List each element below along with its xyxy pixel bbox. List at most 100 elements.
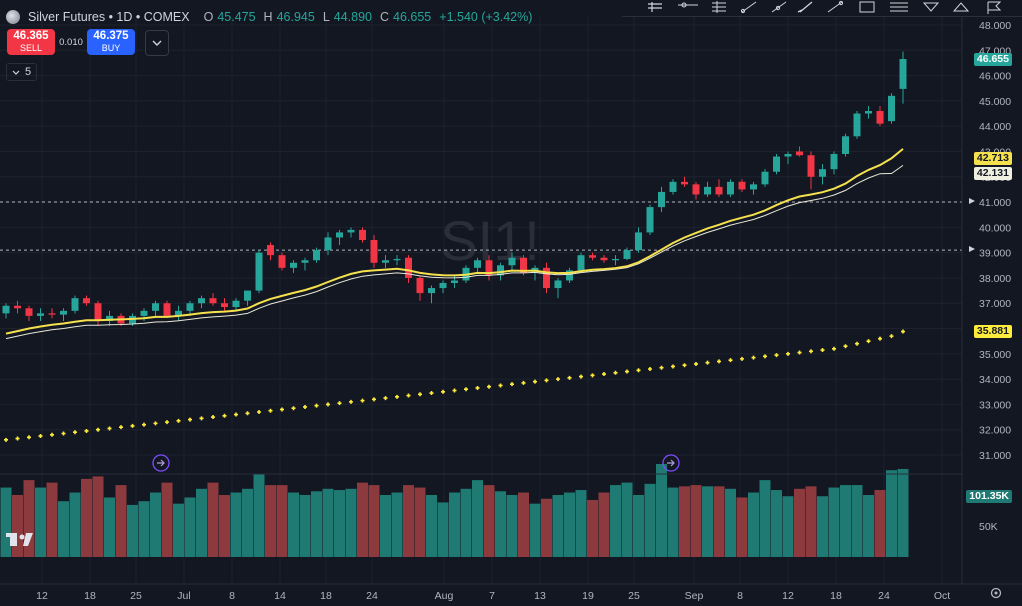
volume-bar [725, 488, 736, 557]
price-tick-label: 37.000 [979, 298, 1011, 310]
dot-marker [521, 380, 526, 385]
dot-marker [901, 329, 905, 334]
candle-body [175, 310, 182, 316]
arrow-line-icon[interactable] [827, 0, 844, 13]
chevron-down-icon [152, 40, 162, 46]
dot-marker [774, 353, 779, 358]
dot-marker [740, 356, 744, 361]
price-axis[interactable]: 48.00047.00046.00045.00044.00043.00042.0… [979, 20, 1011, 533]
event-marker-icon[interactable] [152, 454, 170, 472]
volume-bar [230, 492, 242, 557]
price-tick-label: 41.000 [979, 197, 1011, 209]
trend-line-icon[interactable] [740, 1, 757, 14]
indicators-toggle[interactable]: 5 [6, 63, 38, 81]
dot-marker [222, 413, 227, 418]
buy-button[interactable]: 46.375 BUY [87, 29, 135, 55]
volume-bar [253, 473, 265, 557]
flag-icon[interactable] [987, 1, 1002, 14]
volume-bar [150, 492, 161, 557]
trade-panel: 46.365 SELL 0.010 46.375 BUY [7, 29, 135, 55]
dot-marker [567, 375, 572, 380]
event-marker-icon[interactable] [662, 454, 680, 472]
candle-body [428, 288, 435, 294]
candle-body [60, 310, 67, 315]
volume-bars [0, 464, 909, 557]
dot-marker [153, 421, 158, 426]
gear-icon[interactable] [990, 587, 1002, 599]
candle-body [83, 298, 90, 304]
candlesticks [2, 51, 907, 326]
volume-tick-label: 50K [979, 521, 998, 533]
high-value: 46.945 [276, 10, 315, 24]
dot-marker [395, 394, 399, 399]
silver-logo-icon [6, 10, 20, 24]
ray-icon[interactable] [771, 1, 787, 13]
chevron-down-icon [12, 70, 20, 75]
dot-marker [556, 377, 560, 382]
symbol-title[interactable]: Silver Futures • 1D • COMEX [28, 10, 190, 24]
time-tick-label: 12 [36, 590, 48, 602]
tv-logo[interactable] [6, 533, 33, 546]
text-lines-icon[interactable] [890, 2, 908, 12]
sell-button[interactable]: 46.365 SELL [7, 29, 55, 55]
candle-body [715, 186, 723, 195]
fib-icon[interactable] [712, 1, 726, 13]
volume-bar [713, 486, 725, 557]
dot-marker [786, 351, 790, 356]
candle-body [198, 298, 205, 304]
volume-bar [242, 488, 253, 557]
settings-gear[interactable] [990, 587, 1002, 599]
time-tick-label: 24 [366, 590, 378, 602]
candle-body [474, 260, 481, 268]
candle-body [692, 184, 700, 195]
pitchfork-icon[interactable] [648, 2, 662, 12]
triangle-right-icon[interactable] [969, 198, 975, 204]
dot-marker [383, 396, 388, 401]
time-tick-label: 24 [878, 590, 890, 602]
volume-bar [368, 485, 380, 557]
candle-body [48, 313, 56, 315]
arrow-down-icon[interactable] [922, 2, 940, 12]
dot-marker [337, 401, 342, 406]
candle-body [416, 277, 424, 294]
candle-body [313, 250, 320, 261]
time-tick-label: 8 [737, 590, 743, 602]
candle-body [324, 237, 332, 251]
candle-body [704, 186, 711, 195]
volume-bar [483, 485, 495, 557]
buy-price: 46.375 [93, 30, 129, 42]
dot-marker [130, 423, 135, 428]
volume-bar [127, 504, 138, 557]
volume-bar [541, 498, 552, 557]
candle-body [612, 258, 619, 261]
arrow-right-icon [157, 459, 165, 467]
candle-body [830, 154, 838, 170]
dot-marker [96, 427, 100, 432]
open-value: 45.475 [217, 10, 256, 24]
volume-bar [380, 495, 391, 557]
candle-body [37, 313, 44, 316]
arrow-right-icon [667, 459, 675, 467]
time-axis[interactable]: 12 18 25 Jul 8 14 18 24 Aug 7 13 19 25 Sep 8 12 18 24 Oct [36, 590, 950, 602]
event-markers[interactable] [152, 454, 680, 472]
candle-body [669, 181, 677, 192]
horizontal-line-icon[interactable] [678, 2, 698, 8]
arrow-up-icon[interactable] [952, 2, 970, 12]
price-tick-label: 34.000 [979, 374, 1011, 386]
volume-bar [679, 486, 690, 557]
dot-marker [763, 354, 767, 359]
candle-body [14, 305, 21, 309]
candle-body [876, 111, 884, 124]
volume-bar [414, 487, 426, 557]
hline-handles[interactable] [969, 198, 975, 252]
volume-bar [219, 495, 230, 557]
candle-body [635, 232, 642, 251]
rectangle-icon[interactable] [859, 1, 875, 13]
volume-bar [426, 495, 437, 557]
triangle-right-icon[interactable] [969, 246, 975, 252]
dot-marker [855, 341, 859, 346]
collapse-trade-button[interactable] [145, 30, 169, 56]
brush-icon[interactable] [797, 1, 813, 13]
price-tick-label: 35.000 [979, 349, 1011, 361]
